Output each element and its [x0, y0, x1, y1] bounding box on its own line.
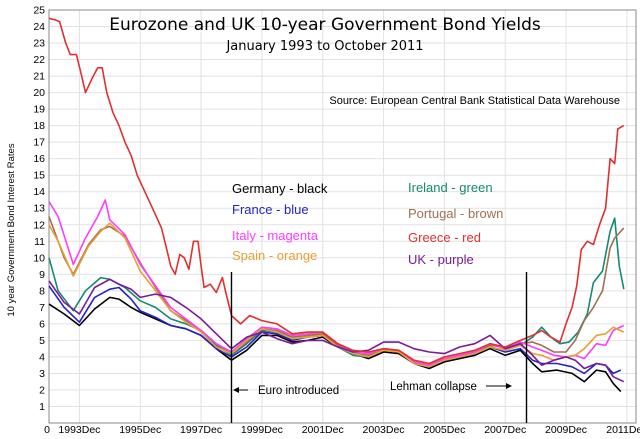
annotation-euro-arrowhead [233, 387, 239, 393]
series-lines [48, 17, 625, 393]
y-tick-label: 20 [33, 87, 45, 99]
y-axis-ticks: 1234567891011121314151617181920212223242… [33, 5, 45, 413]
y-tick-label: 12 [33, 219, 45, 231]
y-tick-label: 7 [39, 302, 45, 314]
y-axis-label: 10 year Government Bond Interest Rates [6, 143, 17, 316]
chart-title: Eurozone and UK 10-year Government Bond … [109, 15, 541, 35]
x-tick-label: 2009Dec [545, 424, 587, 436]
legend-greece: Greece - red [408, 230, 481, 245]
y-tick-label: 6 [39, 318, 45, 330]
x-axis-ticks: 0 1993Dec 1995Dec 1997Dec 1999Dec 2001Dec 2003… [44, 424, 640, 436]
y-tick-label: 11 [34, 236, 45, 248]
x-tick-label: 1999Dec [241, 424, 283, 436]
y-tick-label: 18 [33, 120, 45, 132]
annotation-euro: Euro introduced [233, 385, 339, 397]
y-tick-label: 1 [39, 401, 45, 413]
annotation-lehman-arrowhead [506, 383, 512, 389]
y-tick-label: 13 [33, 203, 45, 215]
annotation-lehman-label: Lehman collapse [390, 381, 477, 393]
y-tick-label: 9 [39, 269, 45, 281]
legend-spain: Spain - orange [232, 248, 317, 263]
x-tick-label: 2011Dec [606, 424, 640, 436]
x-tick-label: 1997Dec [180, 424, 222, 436]
y-tick-label: 21 [33, 71, 45, 83]
y-tick-label: 22 [33, 54, 45, 66]
y-tick-label: 25 [33, 5, 45, 17]
legend-uk: UK - purple [408, 252, 474, 267]
legend-france: France - blue [232, 202, 309, 217]
x-tick-label: 2005Dec [423, 424, 465, 436]
series-line-greece [48, 17, 625, 365]
legend-germany: Germany - black [232, 181, 328, 196]
legend-portugal: Portugal - brown [408, 206, 503, 221]
chart-subtitle: January 1993 to October 2011 [225, 39, 423, 54]
x-tick-label: 2003Dec [363, 424, 405, 436]
y-tick-label: 15 [33, 170, 45, 182]
y-tick-label: 23 [33, 38, 45, 50]
y-tick-label: 4 [39, 351, 45, 363]
y-tick-label: 8 [39, 285, 45, 297]
x-tick-label: 2007Dec [484, 424, 526, 436]
legend-italy: Italy - magenta [232, 228, 319, 243]
x-tick-label: 2001Dec [302, 424, 344, 436]
y-tick-label: 19 [33, 104, 45, 116]
x-tick-label: 1995Dec [119, 424, 161, 436]
series-line-uk [48, 278, 625, 383]
y-tick-label: 2 [39, 384, 45, 396]
y-tick-label: 24 [33, 21, 45, 33]
y-tick-label: 3 [39, 368, 45, 380]
x-tick-label: 1993Dec [58, 424, 100, 436]
y-tick-label: 10 [33, 252, 45, 264]
y-tick-label: 14 [33, 186, 45, 198]
y-tick-label: 16 [33, 153, 45, 165]
annotation-lehman: Lehman collapse [390, 381, 512, 393]
event-lines [230, 272, 528, 423]
x-tick-label: 0 [44, 424, 50, 436]
source-note: Source: European Central Bank Statistica… [329, 95, 620, 107]
y-tick-label: 5 [39, 335, 45, 347]
legend-ireland: Ireland - green [408, 180, 493, 195]
y-tick-label: 17 [33, 137, 45, 149]
annotation-euro-label: Euro introduced [258, 385, 339, 397]
